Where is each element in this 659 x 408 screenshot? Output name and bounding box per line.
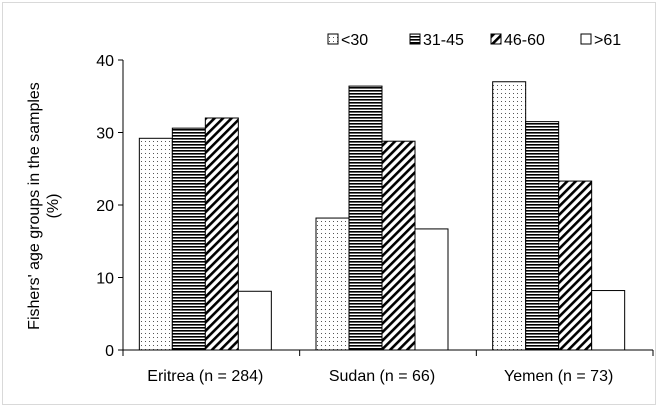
legend-swatch-horizontal bbox=[409, 33, 421, 45]
x-category-label: Eritrea (n = 284) bbox=[147, 368, 263, 385]
bars bbox=[138, 81, 626, 351]
category-labels: Eritrea (n = 284) Sudan (n = 66) Yemen (n … bbox=[147, 368, 613, 385]
y-axis-title: Fishers' age groups in the samples (%) bbox=[26, 82, 62, 330]
bar-diagonal bbox=[558, 180, 593, 351]
bar-dots bbox=[315, 217, 350, 351]
legend-label: <30 bbox=[341, 32, 368, 49]
y-ticks: 0 10 20 30 40 bbox=[96, 53, 123, 360]
y-tick-label: 10 bbox=[96, 271, 114, 288]
y-tick-label: 20 bbox=[96, 198, 114, 215]
legend-swatch-diagonal bbox=[490, 33, 502, 45]
bar-solid-white bbox=[237, 290, 272, 351]
bar-solid-white bbox=[591, 290, 626, 351]
legend: <30 31-45 46-60 >61 bbox=[327, 32, 621, 49]
bar-diagonal bbox=[204, 117, 239, 351]
legend-label: 31-45 bbox=[423, 32, 464, 49]
bar-horizontal bbox=[348, 85, 383, 351]
bar-solid-white bbox=[414, 228, 449, 351]
legend-swatch-solid-white bbox=[580, 33, 592, 45]
y-axis-title-line2: (%) bbox=[45, 194, 62, 219]
y-tick-label: 0 bbox=[105, 343, 114, 360]
y-tick-label: 30 bbox=[96, 126, 114, 143]
bar-horizontal bbox=[525, 121, 560, 351]
y-tick-label: 40 bbox=[96, 53, 114, 70]
y-axis-title-line1: Fishers' age groups in the samples bbox=[26, 82, 43, 330]
bar-dots bbox=[138, 137, 173, 351]
bar-dots bbox=[492, 81, 527, 351]
bar-diagonal bbox=[381, 140, 416, 351]
legend-swatch-dots bbox=[327, 33, 339, 45]
legend-label: 46-60 bbox=[504, 32, 545, 49]
x-category-label: Sudan (n = 66) bbox=[329, 368, 435, 385]
x-category-label: Yemen (n = 73) bbox=[504, 368, 613, 385]
legend-label: >61 bbox=[594, 32, 621, 49]
bar-horizontal bbox=[171, 127, 206, 351]
